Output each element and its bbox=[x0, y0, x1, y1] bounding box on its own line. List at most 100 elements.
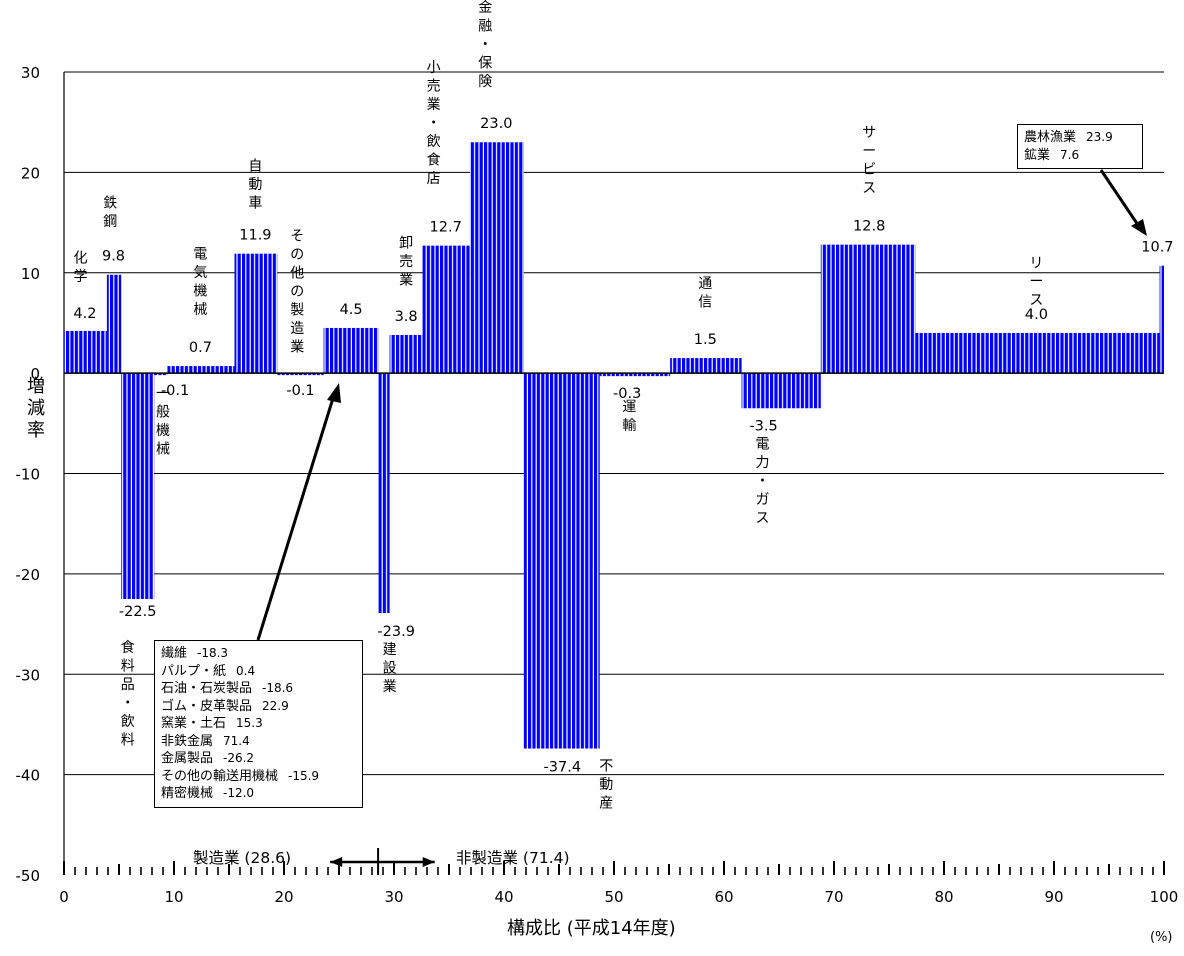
bar-category-label: 気 bbox=[193, 265, 207, 281]
x-axis-unit: (%) bbox=[1150, 930, 1173, 945]
breakdown-value: -18.3 bbox=[197, 646, 229, 660]
bar bbox=[167, 366, 235, 374]
y-tick-label: 10 bbox=[21, 265, 40, 283]
bar-category-label: ・ bbox=[756, 473, 770, 489]
bar-category-label: ス bbox=[1029, 293, 1043, 309]
bar bbox=[378, 373, 390, 614]
bar-value-label: 0.7 bbox=[189, 340, 212, 356]
callout-arrowhead-other bbox=[327, 383, 341, 403]
bar-category-label: ス bbox=[862, 181, 876, 197]
y-tick-label: -10 bbox=[16, 466, 41, 484]
x-tick-label: 90 bbox=[1044, 888, 1063, 906]
bar-value-label: 4.0 bbox=[1025, 307, 1048, 323]
bar-category-label: 般 bbox=[156, 405, 170, 421]
bar-category-label: 輸 bbox=[622, 418, 636, 434]
bar-category-label: 料 bbox=[121, 659, 135, 675]
x-tick-label: 20 bbox=[274, 888, 293, 906]
bar bbox=[820, 244, 916, 374]
callout-arrowhead-primary bbox=[1131, 219, 1147, 236]
breakdown-name: 非鉄金属 bbox=[161, 733, 214, 749]
bar bbox=[154, 373, 168, 376]
bar-category-label: 製 bbox=[290, 303, 304, 319]
breakdown-value: -26.2 bbox=[223, 751, 255, 765]
breakdown-row: 繊維 -18.3 bbox=[161, 645, 356, 663]
bar-category-label: 動 bbox=[599, 777, 613, 793]
bar-category-label: 業 bbox=[399, 273, 413, 289]
breakdown-row: 石油・石炭製品 -18.6 bbox=[161, 680, 356, 698]
bar-category-label: 設 bbox=[383, 661, 397, 677]
bar bbox=[277, 373, 324, 376]
bar bbox=[469, 142, 524, 374]
non-manufacturing-label: 非製造業 (71.4) bbox=[456, 849, 570, 867]
breakdown-value: 15.3 bbox=[236, 716, 263, 730]
bar-category-label: 通 bbox=[698, 276, 712, 292]
x-tick-label: 50 bbox=[604, 888, 623, 906]
bar-category-label: 料 bbox=[121, 733, 135, 749]
bar bbox=[422, 245, 470, 374]
bar-category-label: 売 bbox=[399, 254, 413, 270]
bar-value-label: 4.2 bbox=[73, 306, 96, 322]
callout-arrow-other bbox=[256, 394, 336, 641]
bar-value-label: 1.5 bbox=[694, 332, 717, 348]
bar-category-label: 学 bbox=[74, 269, 88, 285]
bar-value-label: -22.5 bbox=[119, 604, 157, 620]
bar-value-label: 9.8 bbox=[102, 249, 125, 265]
bar-value-label: -23.9 bbox=[377, 624, 415, 640]
breakdown-row: 精密機械 -12.0 bbox=[161, 785, 356, 803]
bar-value-label: 4.5 bbox=[340, 302, 363, 318]
breakdown-value: -15.9 bbox=[288, 768, 320, 783]
bar-value-label: 23.0 bbox=[480, 116, 512, 132]
breakdown-name: 金属製品 bbox=[161, 751, 214, 766]
bar-category-label: 他 bbox=[290, 266, 304, 282]
y-tick-label: 30 bbox=[21, 64, 40, 82]
breakdown-row: その他の輸送用機械 -15.9 bbox=[161, 768, 356, 786]
x-tick-label: 40 bbox=[494, 888, 513, 906]
x-tick-label: 100 bbox=[1150, 888, 1179, 906]
y-tick-label: 0 bbox=[30, 365, 40, 383]
breakdown-row: 農林漁業 23.9 bbox=[1024, 129, 1136, 147]
bar bbox=[64, 330, 107, 374]
bar-value-label: 12.7 bbox=[430, 220, 462, 236]
bar-category-label: 卸 bbox=[399, 236, 413, 252]
other-manufacturing-breakdown: 繊維 -18.3 パルプ・紙 0.4 石油・石炭製品 -18.6 ゴム・皮革製品 22.… bbox=[154, 640, 363, 808]
y-tick-label: -40 bbox=[16, 767, 41, 785]
bar bbox=[670, 358, 742, 374]
x-tick-label: 0 bbox=[59, 888, 69, 906]
bar-category-label: リ bbox=[1029, 256, 1043, 272]
breakdown-row: 非鉄金属 71.4 bbox=[161, 733, 356, 751]
bar-category-label: 力 bbox=[756, 455, 770, 471]
primary-industry-breakdown: 農林漁業 23.9 鉱業 7.6 bbox=[1017, 124, 1143, 169]
breakdown-name: 農林漁業 bbox=[1024, 130, 1077, 145]
bar-category-label: 飲 bbox=[427, 134, 441, 150]
bar-category-label: 電 bbox=[193, 247, 207, 263]
bar-category-label: 不 bbox=[599, 759, 613, 775]
bar-category-label: そ bbox=[290, 229, 304, 245]
bar-value-label: 11.9 bbox=[239, 228, 271, 244]
bar-category-label: 一 bbox=[156, 386, 170, 402]
bar-category-label: 融 bbox=[478, 18, 492, 34]
x-tick-label: 10 bbox=[164, 888, 183, 906]
x-tick-label: 80 bbox=[934, 888, 953, 906]
bar-category-label: サ bbox=[862, 125, 876, 141]
bar-category-label: 動 bbox=[248, 177, 262, 193]
bar-category-label: ー bbox=[862, 144, 876, 160]
breakdown-value: 0.4 bbox=[236, 663, 256, 678]
bar-category-label: 業 bbox=[383, 679, 397, 695]
bar-category-label: 業 bbox=[427, 97, 441, 113]
bar-value-label: -0.3 bbox=[613, 386, 641, 402]
x-tick-label: 30 bbox=[384, 888, 403, 906]
bar-category-label: 自 bbox=[248, 158, 262, 174]
bar bbox=[121, 373, 155, 599]
bar bbox=[741, 373, 821, 409]
bar-category-label: 保 bbox=[478, 55, 492, 71]
breakdown-value: -12.0 bbox=[223, 786, 255, 800]
bar-category-label: 鉄 bbox=[103, 196, 117, 212]
bar-category-label: 売 bbox=[427, 79, 441, 95]
breakdown-value: -18.6 bbox=[262, 681, 294, 695]
bar-category-label: 信 bbox=[698, 294, 712, 310]
bar-category-label: 機 bbox=[156, 423, 170, 439]
breakdown-name: ゴム・皮革製品 bbox=[161, 698, 253, 714]
bar-value-label: 10.7 bbox=[1141, 240, 1173, 256]
y-tick-label: -20 bbox=[16, 566, 41, 584]
bar bbox=[915, 332, 1160, 374]
